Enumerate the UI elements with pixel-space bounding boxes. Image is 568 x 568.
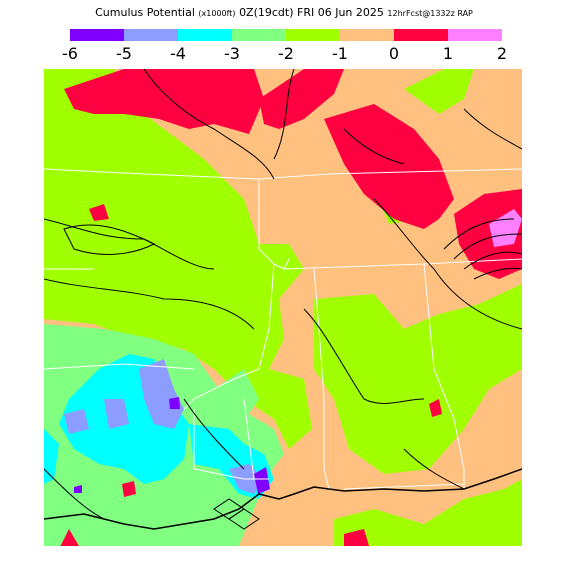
region-minus2 [44, 69, 522, 546]
color-legend-ticks: -6 -5 -4 -3 -2 -1 0 1 2 [0, 44, 568, 64]
title-valid-time: 0Z(19cdt) FRI 06 Jun 2025 [239, 6, 384, 19]
legend-swatch [394, 29, 448, 41]
legend-swatch [178, 29, 232, 41]
legend-tick-label: -3 [224, 44, 240, 63]
legend-tick-label: -5 [116, 44, 132, 63]
legend-tick-label: 1 [442, 44, 454, 63]
legend-tick-label: -4 [170, 44, 186, 63]
legend-swatch [232, 29, 286, 41]
contour-lines [44, 69, 522, 530]
legend-tick-label: 2 [496, 44, 508, 63]
legend-tick-label: -6 [62, 44, 78, 63]
title-forecast-info: 12hrFcst@1332z RAP [387, 9, 473, 18]
legend-tick-label: -1 [332, 44, 348, 63]
legend-swatch [340, 29, 394, 41]
title-units: (x1000ft) [198, 9, 236, 18]
legend-swatch [448, 29, 502, 41]
legend-tick-label: 0 [388, 44, 400, 63]
region-zero [60, 69, 522, 546]
forecast-map [44, 69, 522, 546]
legend-swatch [70, 29, 124, 41]
legend-swatch [286, 29, 340, 41]
legend-swatch [124, 29, 178, 41]
chart-title: Cumulus Potential (x1000ft) 0Z(19cdt) FR… [0, 6, 568, 19]
title-product: Cumulus Potential [95, 6, 195, 19]
legend-tick-label: -2 [278, 44, 294, 63]
color-legend-bar [70, 29, 502, 41]
region-one [489, 209, 522, 247]
state-borders [44, 168, 522, 490]
coastline [44, 468, 522, 530]
region-minus6 [74, 397, 270, 494]
